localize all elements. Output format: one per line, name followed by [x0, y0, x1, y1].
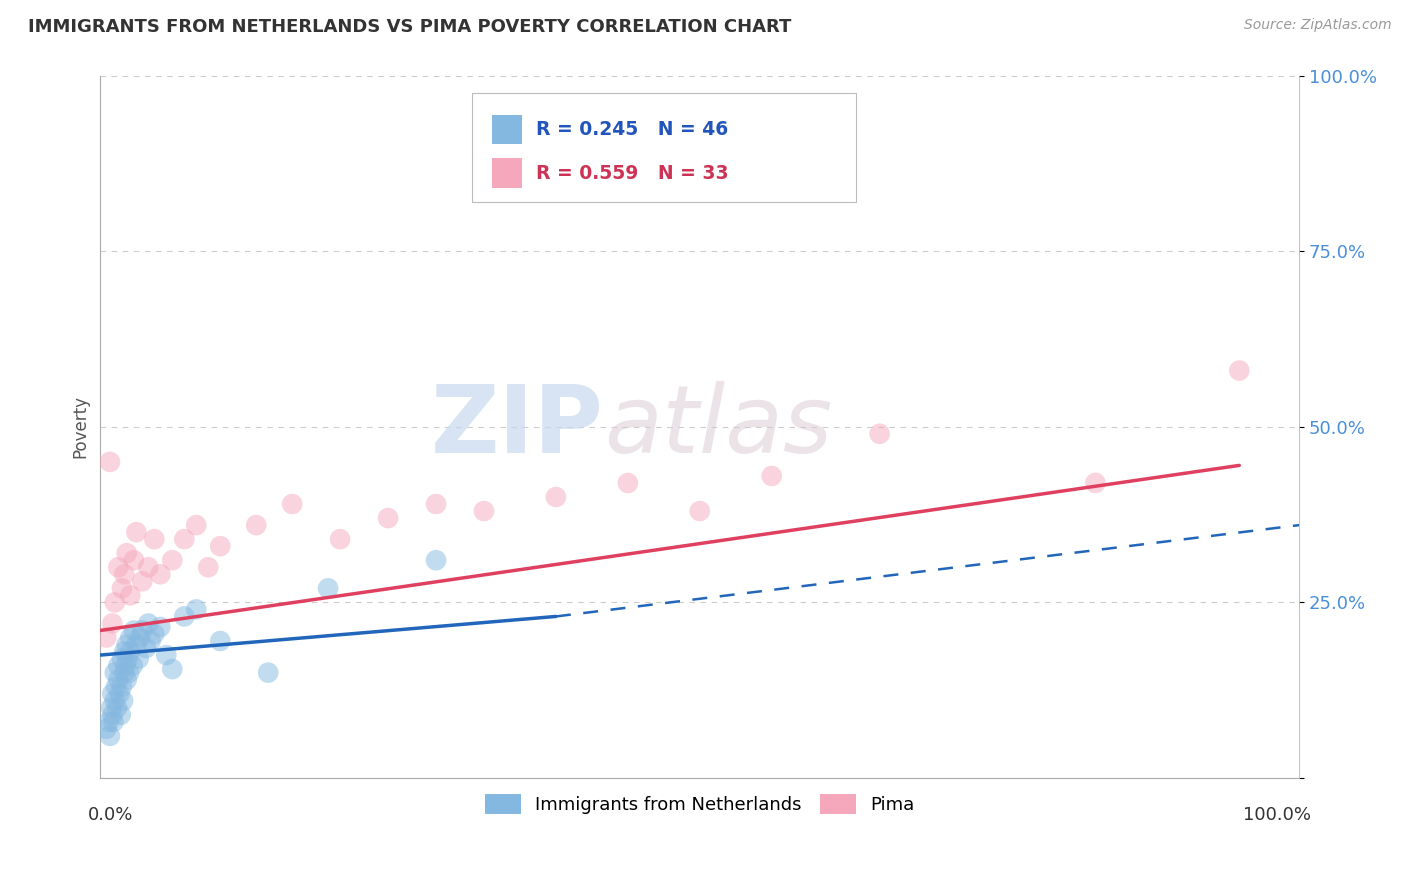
Point — [139, 634, 162, 648]
Point — [101, 707, 124, 722]
Point — [110, 707, 132, 722]
Point — [117, 651, 139, 665]
Point — [96, 722, 118, 736]
Text: 0.0%: 0.0% — [89, 806, 134, 824]
Point — [104, 694, 127, 708]
Point — [112, 694, 135, 708]
Point — [118, 665, 141, 680]
Point — [149, 620, 172, 634]
Point — [104, 595, 127, 609]
Point — [111, 680, 134, 694]
Point — [114, 658, 136, 673]
Point — [120, 644, 142, 658]
Y-axis label: Poverty: Poverty — [72, 395, 89, 458]
Point — [761, 469, 783, 483]
Point — [162, 662, 184, 676]
Point — [472, 504, 495, 518]
Point — [101, 687, 124, 701]
Point — [329, 532, 352, 546]
Point — [120, 588, 142, 602]
Point — [104, 680, 127, 694]
Point — [209, 539, 232, 553]
Point — [125, 525, 148, 540]
Point — [100, 700, 122, 714]
Point — [98, 729, 121, 743]
Point — [209, 634, 232, 648]
Point — [104, 665, 127, 680]
Point — [1084, 475, 1107, 490]
Point — [135, 641, 157, 656]
Point — [112, 644, 135, 658]
Text: atlas: atlas — [603, 381, 832, 472]
Point — [869, 426, 891, 441]
Text: IMMIGRANTS FROM NETHERLANDS VS PIMA POVERTY CORRELATION CHART: IMMIGRANTS FROM NETHERLANDS VS PIMA POVE… — [28, 18, 792, 36]
Point — [131, 624, 153, 638]
Point — [136, 560, 159, 574]
Point — [186, 602, 208, 616]
Point — [617, 475, 640, 490]
Point — [425, 553, 447, 567]
Point — [112, 567, 135, 582]
Point — [689, 504, 711, 518]
FancyBboxPatch shape — [492, 159, 523, 188]
Point — [1227, 363, 1250, 377]
Point — [173, 609, 195, 624]
Point — [131, 574, 153, 589]
Point — [197, 560, 219, 574]
Point — [129, 631, 152, 645]
Point — [128, 651, 150, 665]
Point — [186, 518, 208, 533]
Point — [105, 700, 128, 714]
Point — [115, 546, 138, 560]
Point — [425, 497, 447, 511]
Point — [245, 518, 267, 533]
Point — [122, 624, 145, 638]
Point — [143, 627, 166, 641]
Point — [281, 497, 304, 511]
Point — [162, 553, 184, 567]
Point — [173, 532, 195, 546]
Point — [96, 631, 118, 645]
Point — [120, 631, 142, 645]
FancyBboxPatch shape — [472, 93, 856, 202]
Text: ZIP: ZIP — [432, 381, 603, 473]
Point — [143, 532, 166, 546]
Point — [115, 638, 138, 652]
Point — [112, 665, 135, 680]
Text: Source: ZipAtlas.com: Source: ZipAtlas.com — [1244, 18, 1392, 32]
Point — [107, 673, 129, 687]
Point — [121, 658, 143, 673]
Point — [257, 665, 280, 680]
Text: R = 0.559   N = 33: R = 0.559 N = 33 — [536, 163, 728, 183]
Point — [101, 616, 124, 631]
Text: 100.0%: 100.0% — [1243, 806, 1312, 824]
Point — [97, 714, 120, 729]
Legend: Immigrants from Netherlands, Pima: Immigrants from Netherlands, Pima — [478, 787, 922, 822]
Point — [108, 687, 131, 701]
Point — [155, 648, 177, 662]
Point — [316, 582, 339, 596]
FancyBboxPatch shape — [492, 115, 523, 145]
Point — [111, 651, 134, 665]
Point — [103, 714, 125, 729]
Point — [107, 658, 129, 673]
Point — [115, 673, 138, 687]
Point — [377, 511, 399, 525]
Point — [111, 582, 134, 596]
Point — [136, 616, 159, 631]
Point — [125, 638, 148, 652]
Point — [98, 455, 121, 469]
Point — [544, 490, 567, 504]
Text: R = 0.245   N = 46: R = 0.245 N = 46 — [536, 120, 728, 139]
Point — [107, 560, 129, 574]
Point — [149, 567, 172, 582]
Point — [122, 553, 145, 567]
